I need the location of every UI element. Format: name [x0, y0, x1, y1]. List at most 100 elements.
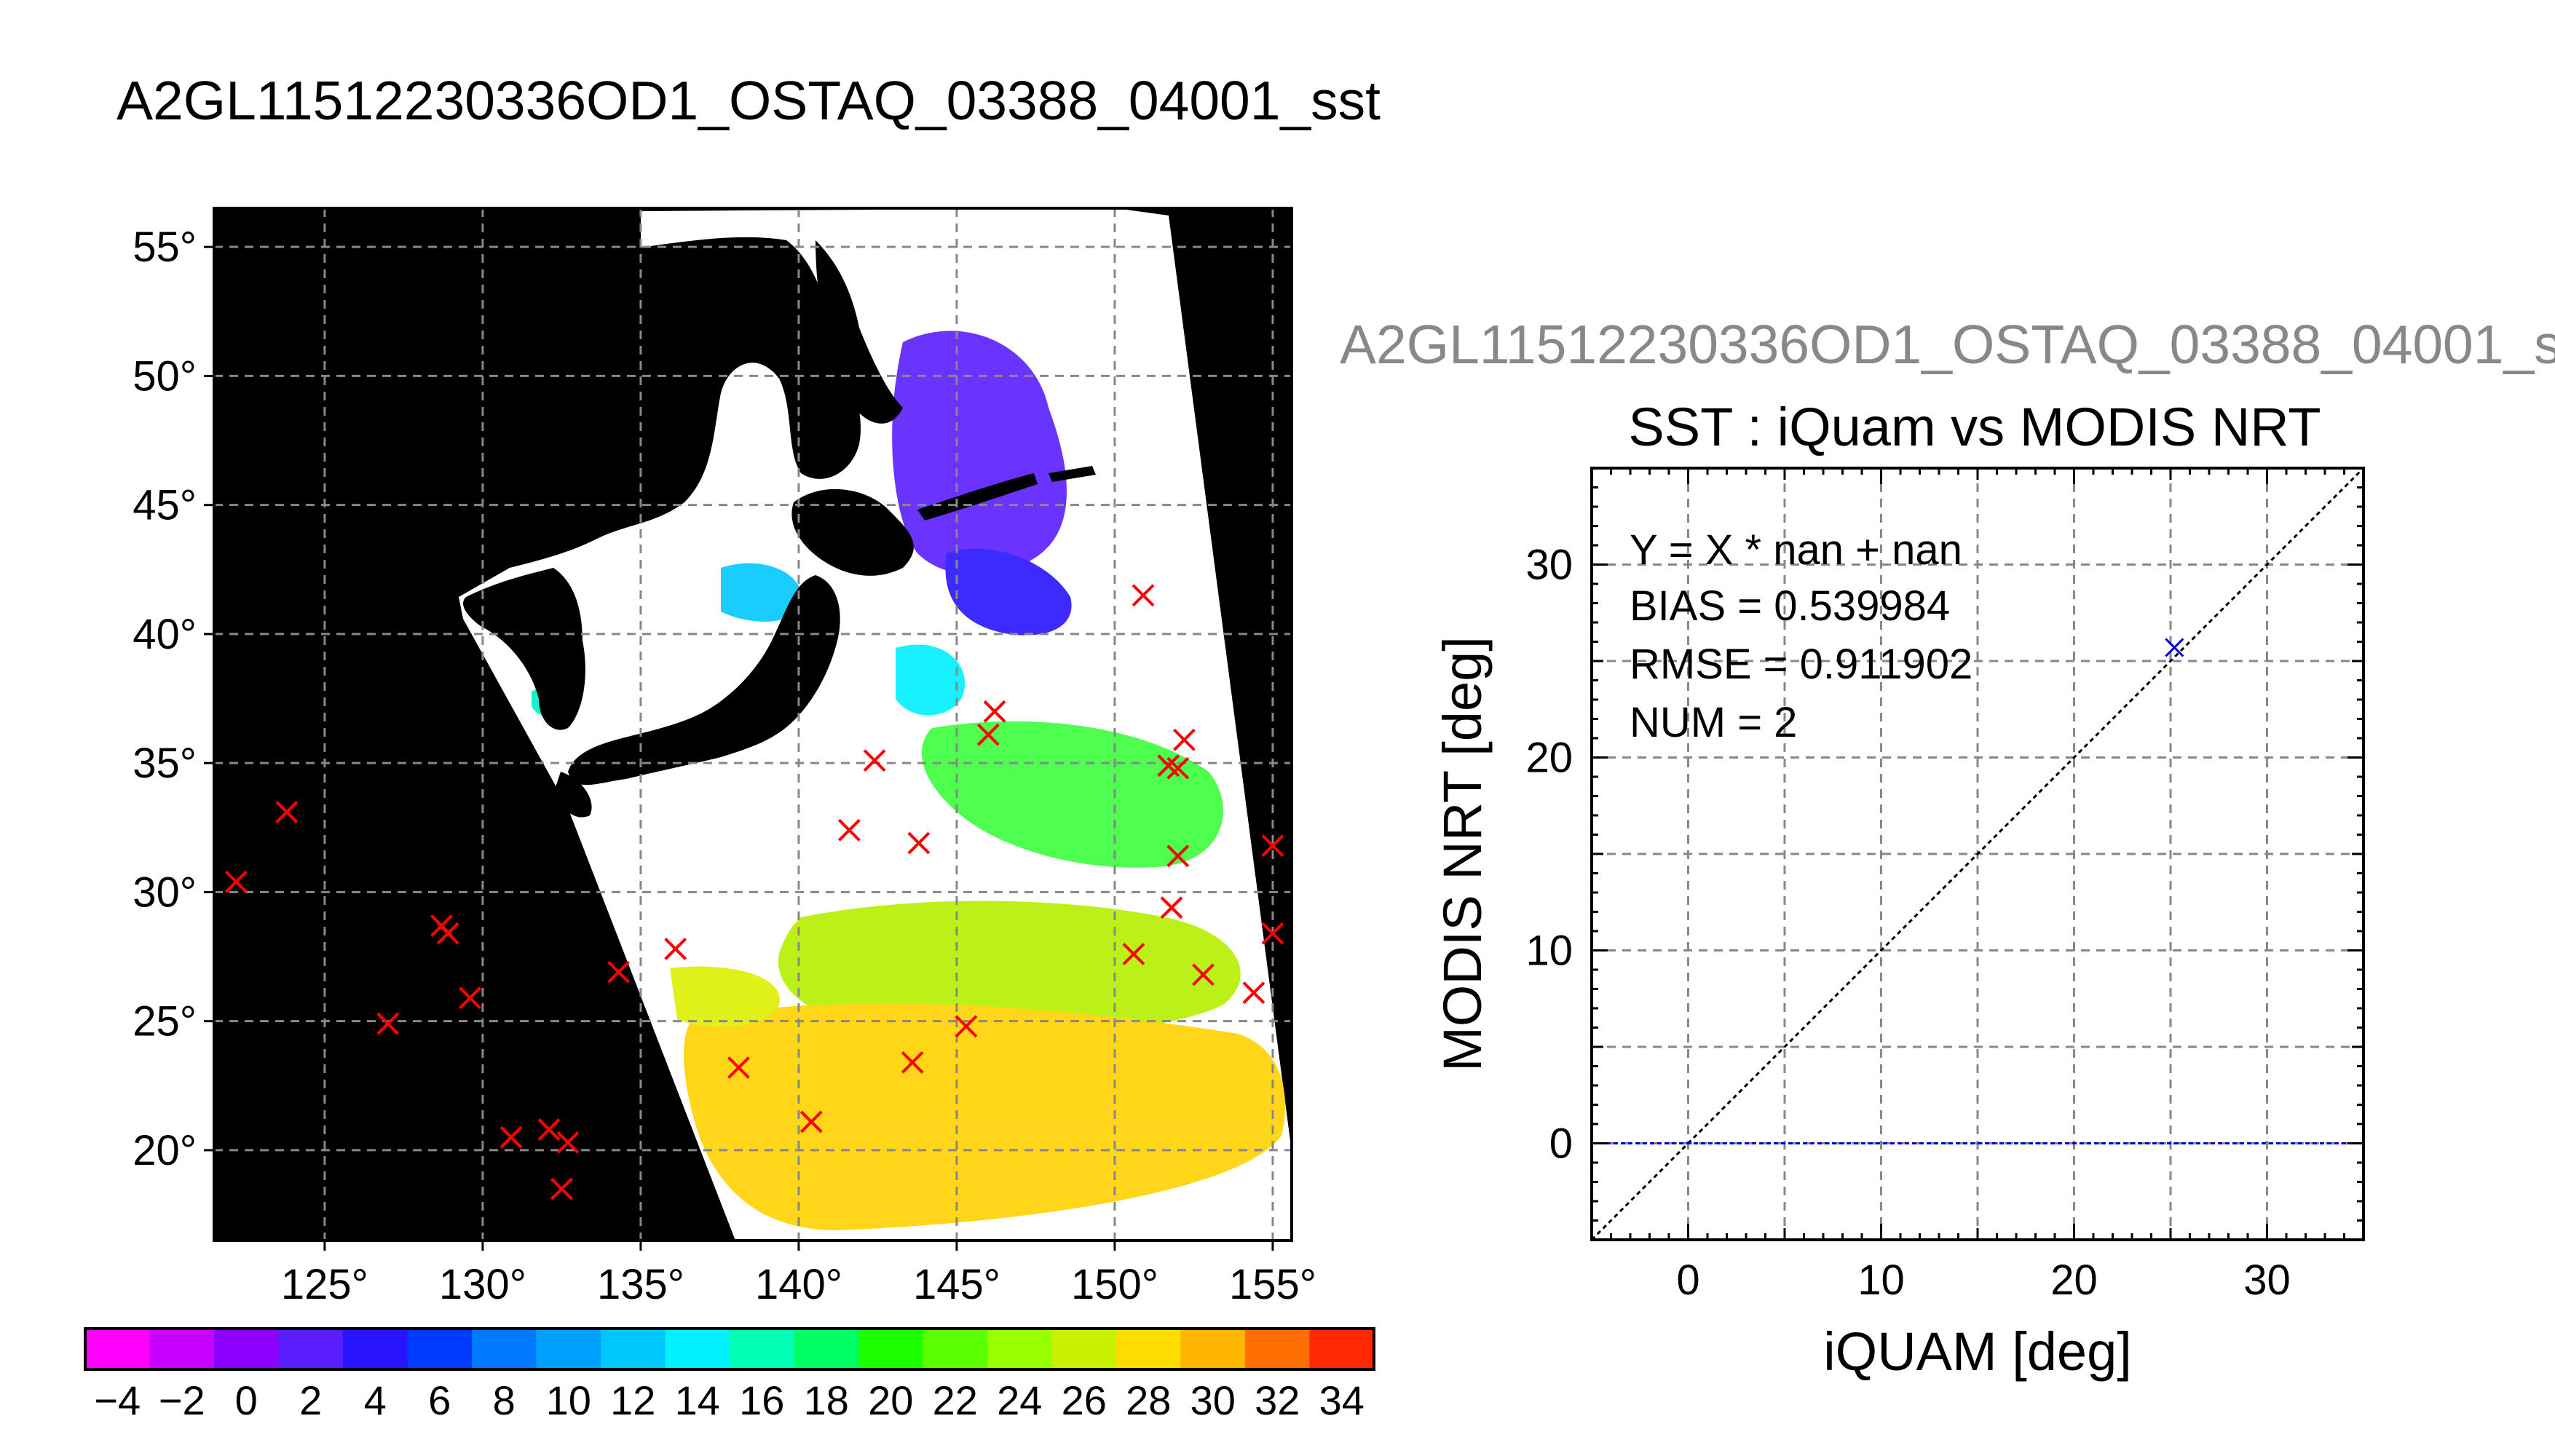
map-marker-stroke	[537, 1118, 561, 1141]
colorbar-segment	[794, 1329, 859, 1369]
colorbar-segment	[536, 1329, 601, 1369]
map-markers	[224, 584, 1284, 1200]
colorbar-label: −4	[94, 1377, 141, 1423]
map-marker	[607, 960, 630, 984]
colorbar-segment	[149, 1329, 215, 1369]
map-marker	[664, 938, 687, 960]
map-marker	[275, 801, 299, 823]
map-marker-stroke	[1166, 844, 1190, 868]
colorbar-segment	[987, 1329, 1052, 1369]
map-lat-tick-label: 30°	[133, 869, 197, 916]
map-marker-stroke	[224, 870, 248, 893]
colorbar-label: 10	[546, 1377, 591, 1423]
map-marker	[1261, 834, 1284, 858]
map-marker-stroke	[901, 1051, 924, 1074]
land-masses	[463, 237, 1096, 818]
colorbar-label: 34	[1319, 1377, 1365, 1423]
map-marker-stroke	[275, 801, 299, 823]
colorbar-label: −2	[159, 1377, 205, 1423]
map-marker-stroke	[955, 1015, 978, 1038]
map-title: A2GL11512230336OD1_OSTAQ_03388_04001_sst	[117, 70, 1381, 131]
colorbar-segment	[278, 1329, 344, 1369]
map-marker-stroke	[863, 749, 886, 772]
map-lat-tick-label: 50°	[133, 352, 197, 400]
colorbar-label: 14	[675, 1377, 720, 1423]
colorbar-label: 28	[1126, 1377, 1171, 1423]
scatter-header-title: A2GL11512230336OD1_OSTAQ_03388_04001_s	[1340, 314, 2555, 375]
map-marker	[907, 831, 931, 855]
map-axis-ticks: 125° 130° 135° 140° 145° 150° 155° 55° 50° 45° 40°…	[133, 207, 1316, 1308]
map-lon-tick-label: 125°	[281, 1261, 368, 1308]
map-marker	[727, 1056, 750, 1079]
map-marker	[1122, 943, 1145, 965]
colorbar-segment	[1051, 1329, 1117, 1369]
map-lon-tick-label: 130°	[439, 1261, 526, 1308]
map-lat-tick-label: 55°	[133, 223, 197, 271]
colorbar-segment	[1180, 1329, 1246, 1369]
map-lat-tick-label: 35°	[133, 740, 197, 787]
colorbar-segment	[730, 1329, 794, 1369]
map-frame	[213, 207, 1293, 1242]
map-marker-stroke	[837, 818, 861, 842]
map-lat-tick-label: 45°	[133, 482, 197, 529]
map-marker	[1261, 922, 1284, 945]
colorbar-frame	[84, 1327, 1375, 1371]
map-lon-tick-label: 135°	[597, 1261, 684, 1308]
colorbar-label: 22	[933, 1377, 978, 1423]
map-marker-stroke	[727, 1056, 750, 1079]
colorbar-label: 12	[610, 1377, 655, 1423]
colorbar-label: 24	[997, 1377, 1042, 1423]
map-marker	[459, 986, 481, 1010]
map-marker	[983, 700, 1006, 723]
map-marker-stroke	[1160, 896, 1183, 919]
map-marker-stroke	[799, 1110, 823, 1133]
map-marker-stroke	[499, 1125, 523, 1149]
colorbar-label: 16	[739, 1377, 784, 1423]
map-marker	[550, 1177, 573, 1200]
map-marker-stroke	[376, 1012, 400, 1035]
map-lon-tick-label: 155°	[1229, 1261, 1316, 1308]
map-marker	[436, 922, 459, 945]
map-marker	[1160, 896, 1183, 919]
map-marker	[863, 749, 886, 772]
map-marker	[537, 1118, 561, 1141]
map-marker-stroke	[907, 831, 931, 855]
colorbar-segment	[858, 1329, 923, 1369]
map-lat-tick-label: 25°	[133, 998, 197, 1045]
colorbar-segment	[85, 1329, 150, 1369]
map-marker-stroke	[550, 1177, 573, 1200]
map-marker-stroke	[607, 960, 630, 984]
map-marker	[1192, 963, 1215, 986]
colorbar-segment	[1116, 1329, 1181, 1369]
map-marker-stroke	[1242, 981, 1265, 1005]
map-marker	[1166, 844, 1190, 868]
colorbar-label: 2	[299, 1377, 322, 1423]
map-marker	[1166, 756, 1190, 780]
colorbar-label: 20	[868, 1377, 913, 1423]
colorbar-label: 6	[428, 1377, 451, 1423]
sst-colour-field	[532, 331, 1285, 1230]
map-marker-stroke	[1166, 756, 1190, 780]
map-marker-stroke	[1173, 728, 1196, 751]
colorbar: −4 −2 0 2 4 6 8 10 12 14 16 18 20 22 24 26 28 30 32 34	[84, 1327, 1375, 1423]
map-marker	[556, 1131, 580, 1154]
map-marker-stroke	[1261, 834, 1284, 858]
map-marker	[1173, 728, 1196, 751]
map-marker	[976, 723, 1000, 746]
colorbar-label: 8	[493, 1377, 516, 1423]
map-marker	[1242, 981, 1265, 1005]
map-marker-stroke	[1157, 754, 1180, 778]
colorbar-label: 30	[1190, 1377, 1236, 1423]
colorbar-segment	[923, 1329, 988, 1369]
colorbar-segment	[601, 1329, 666, 1369]
colorbar-label: 0	[235, 1377, 258, 1423]
colorbar-segment	[1309, 1329, 1375, 1369]
colorbar-segment	[472, 1329, 537, 1369]
map-marker-stroke	[459, 986, 481, 1010]
map-lon-tick-label: 140°	[755, 1261, 842, 1308]
map-marker-stroke	[1192, 963, 1215, 986]
colorbar-label: 26	[1062, 1377, 1107, 1423]
map-marker	[955, 1015, 978, 1038]
map-marker-stroke	[436, 922, 459, 945]
